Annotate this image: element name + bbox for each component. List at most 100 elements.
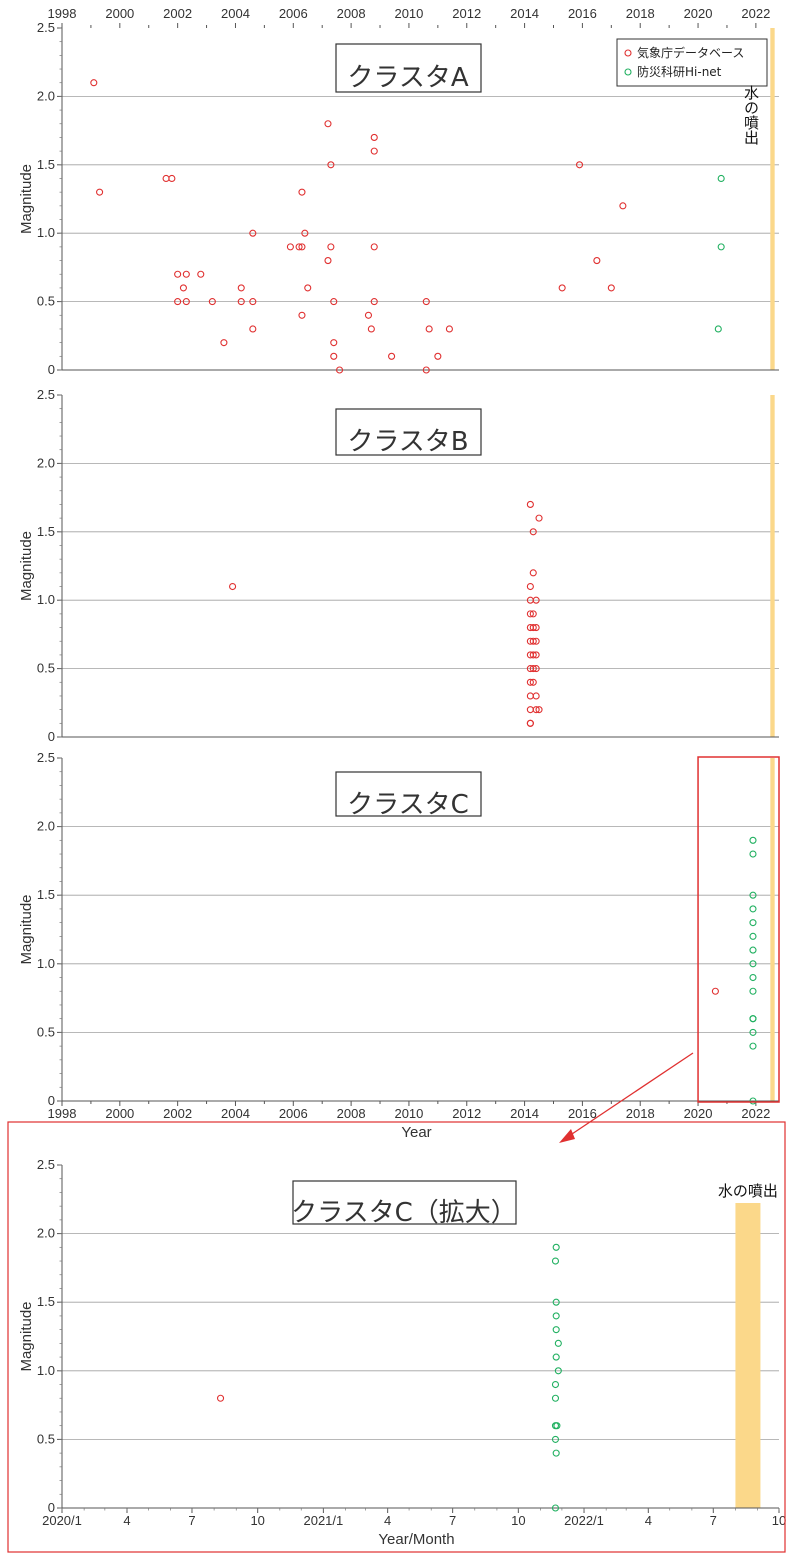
data-point-jma [179,284,187,292]
data-point-hinet [552,1312,560,1320]
data-point-hinet [749,836,757,844]
data-point-hinet [551,1504,560,1512]
data-point-jma [216,1394,225,1402]
chart-title-box [292,1180,517,1225]
x-tick-label: 10 [511,1513,525,1528]
x-top-tick-label: 2020 [684,6,713,21]
data-point-jma [526,706,534,714]
x-tick-label: 2000 [105,1106,134,1121]
data-point-jma [295,243,303,251]
legend-label-jma: 気象庁データベース [637,45,744,60]
data-point-jma [229,582,237,591]
x-top-tick-label: 2006 [279,6,308,21]
data-point-hinet [749,946,757,954]
x-tick-label: 7 [449,1513,456,1528]
x-tick-label: 2004 [221,1106,250,1121]
eruption-band [770,758,775,1101]
x-tick-label: 7 [710,1513,717,1528]
data-point-hinet [551,1257,560,1265]
data-point-jma [237,298,245,306]
data-point-jma [197,270,205,278]
data-point-hinet [552,1243,560,1251]
data-point-jma [532,596,540,604]
y-tick-label: 0.5 [37,661,55,676]
data-point-jma [529,528,537,536]
data-point-jma [422,298,430,306]
y-tick-label: 2.0 [37,455,55,470]
x-axis-label: Year [401,1124,431,1141]
data-point-hinet [717,174,725,183]
data-point-jma [208,298,216,306]
chart-title-box [335,43,482,93]
zoom-highlight-box [697,756,780,1103]
data-point-hinet [749,1042,757,1050]
data-point-hinet [552,1353,560,1361]
y-tick-label: 1.0 [37,1363,55,1378]
legend-label-hinet: 防災科研Hi-net [637,64,722,79]
data-point-jma [529,678,537,686]
y-tick-label: 1.5 [37,157,55,172]
data-point-jma [532,692,540,700]
data-point-hinet [552,1449,560,1457]
x-tick-label: 2006 [279,1106,308,1121]
data-point-hinet [717,243,725,251]
data-point-jma [529,637,537,645]
data-point-jma [529,665,537,673]
panel-cluster-a: 0 0.5 1.0 1.5 2.0 2.5 Magnitude 1998 2000 2002 200… [18,6,779,377]
data-point-jma [330,339,338,347]
y-axis-label: Magnitude [18,164,35,234]
x-tick-label: 2002 [163,1106,192,1121]
data-point-hinet [551,1435,560,1443]
x-top-tick-label: 2018 [626,6,655,21]
data-point-jma [593,257,601,265]
x-tick-label: 1998 [48,1106,77,1121]
data-point-jma [96,188,104,196]
data-point-hinet [749,919,757,927]
data-point-jma [532,665,540,673]
data-point-jma [711,987,719,995]
zoom-overlay [7,1052,786,1553]
data-point-jma [327,161,335,169]
data-point-jma [422,366,430,374]
data-point-jma [220,339,228,347]
chart-title-box [335,408,482,456]
y-tick-label: 1.5 [37,1294,55,1309]
data-point-jma [168,174,176,183]
data-point-jma [532,706,540,714]
data-point-jma [367,325,375,333]
data-point-jma [529,569,537,577]
eruption-band [770,395,775,737]
y-tick-label: 2.5 [37,1157,55,1172]
data-point-jma [370,147,378,155]
data-point-jma [535,706,543,714]
data-point-jma [174,298,182,306]
x-tick-label: 4 [123,1513,130,1528]
data-point-jma [526,610,534,618]
data-point-jma [182,270,190,278]
data-point-hinet [749,1028,757,1036]
legend-marker-hinet [624,68,632,76]
legend-marker-jma [624,49,632,57]
x-tick-label: 7 [188,1513,195,1528]
y-axis-label: Magnitude [18,1301,35,1371]
data-point-jma [526,692,534,700]
x-tick-label: 10 [772,1513,786,1528]
data-point-jma [327,243,335,251]
data-point-hinet [552,1298,560,1306]
zoom-arrow-head [559,1129,575,1143]
data-point-jma [324,257,332,265]
data-point-jma [445,325,453,333]
data-point-jma [90,79,98,87]
y-tick-label: 1.0 [37,225,55,240]
y-tick-label: 1.0 [37,956,55,971]
eruption-band [735,1203,761,1508]
chart-title-box [335,771,482,817]
data-point-hinet [552,1326,560,1334]
data-point-jma [330,298,338,306]
legend-box [616,38,768,87]
data-point-jma [535,514,543,522]
data-point-jma [526,582,534,591]
zoom-frame [7,1121,786,1553]
x-tick-label: 4 [384,1513,391,1528]
data-point-jma [526,500,534,508]
